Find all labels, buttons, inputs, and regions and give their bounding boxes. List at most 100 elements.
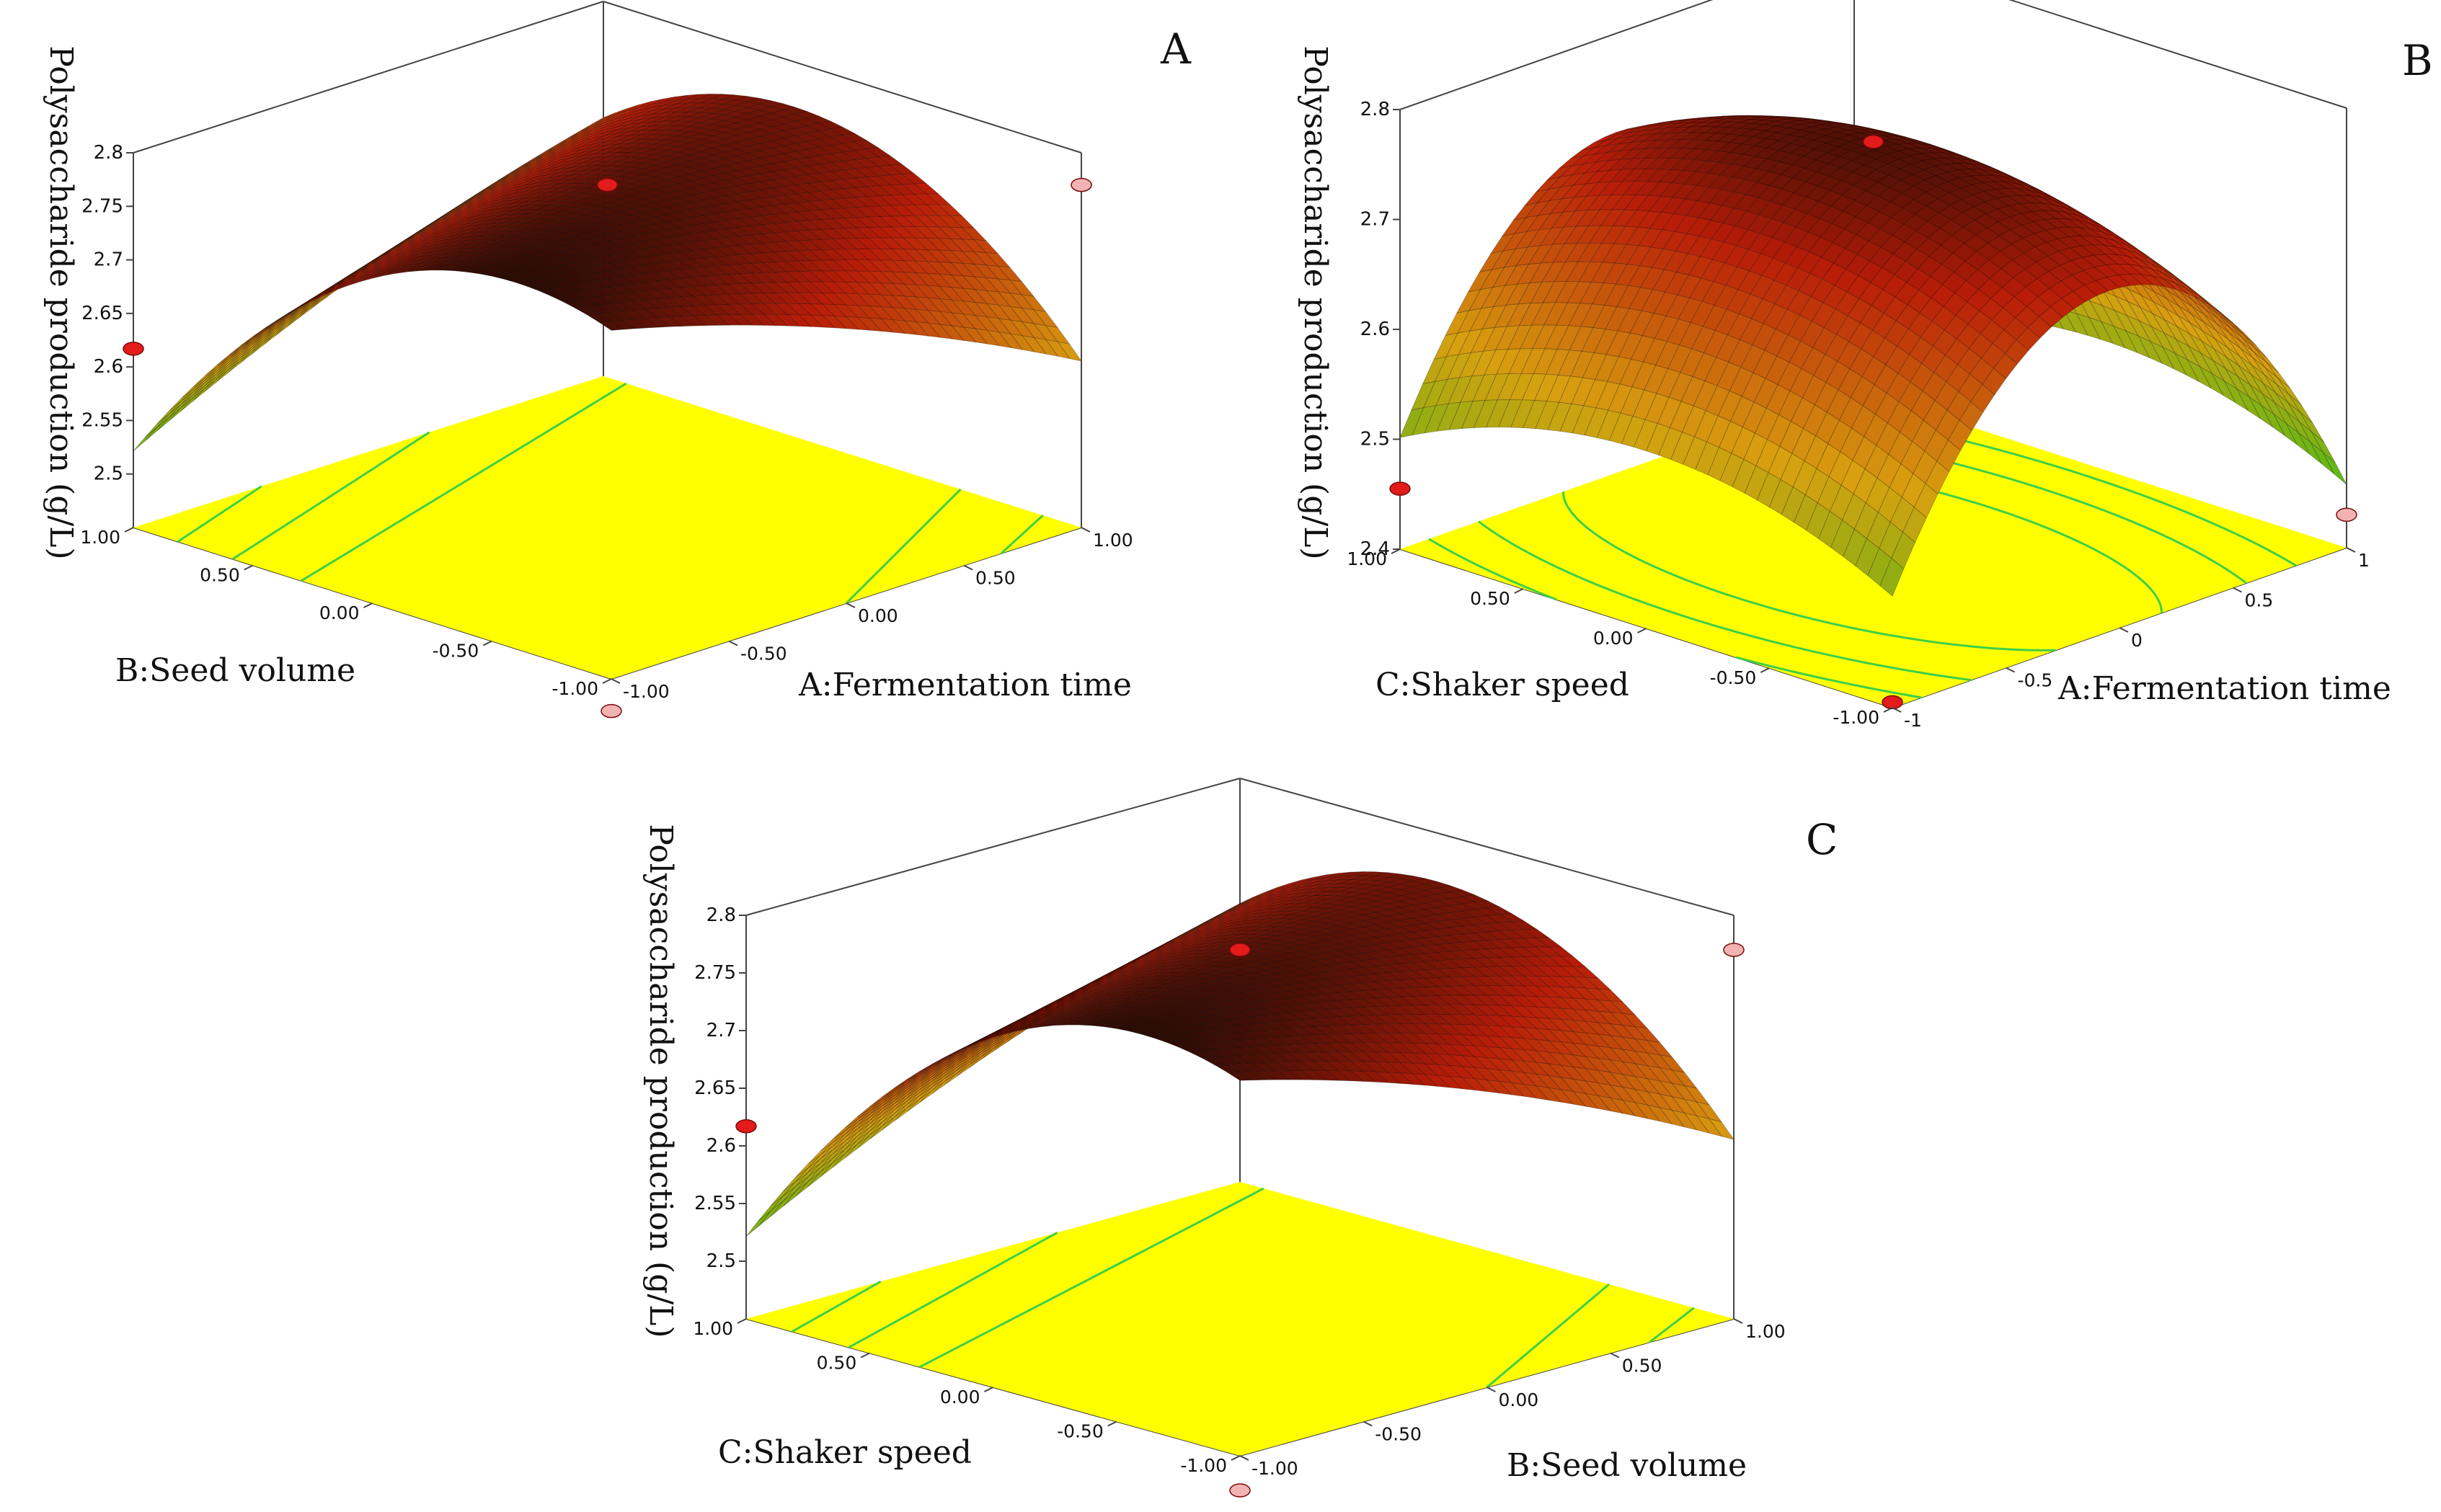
surface-cell [510, 172, 535, 183]
x-tick-mark [2006, 667, 2015, 673]
surface-cell [572, 192, 596, 199]
surface-cell [570, 146, 594, 156]
x-tick-label: -0.50 [1375, 1424, 1422, 1445]
surface-cell [615, 107, 640, 117]
surface-cell [748, 190, 774, 199]
surface-cell [536, 187, 560, 194]
surface-cell [429, 222, 453, 233]
y-tick-mark [482, 640, 492, 646]
surface-cell [285, 306, 311, 326]
surface-cell [606, 171, 631, 177]
surface-cell [629, 134, 653, 140]
surface-cell [559, 166, 583, 174]
z-tick-label: 2.75 [694, 962, 736, 984]
surface-cell [629, 125, 653, 133]
surface-cell [604, 124, 629, 133]
surface-cell [417, 221, 441, 235]
surface-cell [474, 182, 499, 197]
surface-cell [429, 224, 454, 235]
z-tick-label: 2.8 [94, 142, 123, 164]
z-tick-label: 2.55 [81, 409, 123, 431]
surface-cell [462, 189, 487, 204]
y-tick-mark [1107, 1420, 1117, 1427]
surface-cell [383, 249, 407, 261]
surface-cell [497, 166, 522, 182]
z-tick-label: 2.7 [706, 1020, 736, 1041]
z-tick-label: 2.75 [81, 195, 123, 217]
design-point [596, 177, 619, 192]
surface-cell [416, 218, 440, 234]
surface-cell [275, 308, 300, 327]
y-tick-label: -1.00 [551, 678, 598, 699]
frame-edge [2008, 0, 2347, 109]
surface-cell [676, 131, 701, 138]
surface-cell [1045, 339, 1071, 360]
surface-cell [903, 226, 928, 239]
y-tick-mark [860, 1352, 870, 1358]
surface-cell [986, 329, 1012, 348]
surface-cell [547, 174, 572, 182]
surface-cell [557, 146, 582, 156]
surface-cell [204, 362, 229, 383]
surface-cell [452, 204, 477, 216]
surface-cell [441, 218, 466, 228]
surface-cell [522, 159, 546, 172]
surface-cell [204, 357, 229, 378]
surface-cell [523, 184, 548, 192]
surface-cell [939, 298, 965, 315]
surface-cell [712, 151, 738, 159]
surface-cell [772, 203, 798, 214]
x-tick-label: 0.00 [1499, 1389, 1539, 1410]
surface-cell [761, 196, 787, 206]
surface-cell [570, 154, 595, 161]
surface-cell [914, 237, 940, 251]
y-tick-label: 0.50 [1470, 588, 1510, 609]
surface-cell [652, 107, 676, 115]
surface-cell [216, 351, 241, 372]
surface-cell [205, 356, 229, 376]
y-tick-mark [1514, 588, 1524, 594]
surface-cell [394, 236, 418, 250]
y-tick-label: -0.50 [1710, 667, 1757, 688]
surface-cell [370, 248, 394, 263]
surface-cell [227, 352, 252, 374]
y-tick-mark [244, 564, 254, 571]
surface-cell [617, 138, 642, 145]
surface-cell [808, 219, 834, 230]
z-tick-label: 2.55 [694, 1193, 736, 1214]
surface-cell [347, 265, 371, 279]
surface-cell [477, 208, 501, 216]
surface-cell [545, 143, 570, 156]
y-tick-label: 0.00 [940, 1387, 980, 1408]
z-tick-label: 2.8 [1360, 99, 1390, 120]
surface-cell [500, 188, 524, 197]
x-tick-label: 1 [2358, 550, 2370, 571]
surface-cell [796, 210, 822, 221]
surface-cell [263, 318, 288, 337]
y-tick-mark [1637, 628, 1647, 633]
x-tick-label: 0.5 [2245, 590, 2274, 611]
y-tick-mark [984, 1387, 993, 1392]
x-tick-label: 0.00 [858, 605, 898, 626]
surface-cell [145, 414, 169, 437]
surface-cell [616, 115, 640, 125]
surface-cell [630, 198, 657, 206]
surface-cell [758, 1201, 784, 1227]
surface-cell [430, 229, 454, 239]
surface-cell [560, 197, 585, 203]
panel-c-y-axis-label: C:Shaker speed [718, 1434, 972, 1471]
surface-cell [497, 169, 523, 183]
frame-edge [603, 1, 1082, 154]
surface-cell [640, 116, 665, 123]
surface-cell [769, 103, 796, 111]
z-tick-label: 2.65 [81, 303, 123, 324]
surface-cell [417, 228, 442, 239]
contour-line [232, 431, 1044, 560]
surface-cell [582, 152, 606, 160]
z-tick-label: 2.5 [706, 1250, 736, 1272]
surface-cell [488, 203, 513, 211]
surface-cell [451, 195, 475, 211]
surface-cell [595, 170, 619, 176]
surface-cell [451, 195, 475, 211]
